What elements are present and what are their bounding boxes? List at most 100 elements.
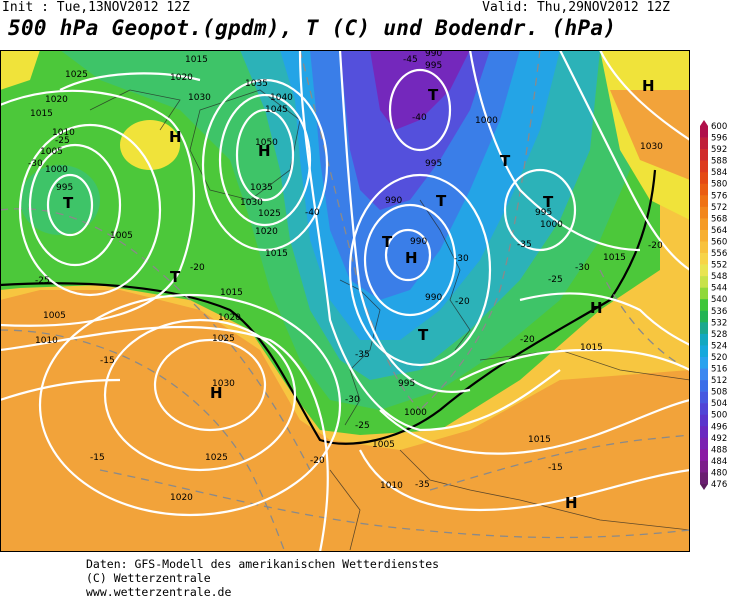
scale-swatch [700, 287, 708, 300]
scale-arrow-top [700, 120, 708, 126]
scale-swatch [700, 437, 708, 450]
svg-text:995: 995 [425, 159, 442, 169]
footer-credits: Daten: GFS-Modell des amerikanischen Wet… [86, 557, 439, 599]
scale-swatch [700, 206, 708, 219]
svg-text:1025: 1025 [258, 209, 281, 219]
scale-swatch [700, 322, 708, 335]
svg-text:1035: 1035 [245, 79, 268, 89]
svg-text:-15: -15 [90, 453, 105, 463]
svg-text:-25: -25 [548, 275, 563, 285]
scale-label: 484 [711, 457, 727, 467]
svg-text:1005: 1005 [110, 231, 133, 241]
scale-label: 592 [711, 145, 727, 155]
svg-text:990: 990 [425, 293, 442, 303]
scale-swatch [700, 218, 708, 231]
svg-text:990: 990 [385, 196, 402, 206]
scale-label: 596 [711, 134, 727, 144]
scale-label: 512 [711, 376, 727, 386]
svg-text:990: 990 [425, 50, 442, 59]
scale-swatch [700, 183, 708, 196]
scale-swatch [700, 160, 708, 173]
svg-text:1020: 1020 [218, 313, 241, 323]
footer-data-source: Daten: GFS-Modell des amerikanischen Wet… [86, 557, 440, 571]
scale-swatch [700, 403, 708, 416]
valid-time-label: Valid: Thu,29NOV2012 12Z [482, 0, 670, 15]
scale-label: 600 [711, 122, 727, 132]
scale-label: 544 [711, 284, 727, 294]
scale-swatch [700, 195, 708, 208]
scale-swatch [700, 299, 708, 312]
svg-text:1020: 1020 [170, 493, 193, 503]
scale-label: 552 [711, 261, 727, 271]
svg-text:-45: -45 [403, 55, 418, 65]
svg-text:1020: 1020 [45, 95, 68, 105]
svg-text:1015: 1015 [528, 435, 551, 445]
svg-text:T: T [500, 152, 511, 170]
svg-text:1015: 1015 [580, 343, 603, 353]
svg-text:-20: -20 [648, 241, 663, 251]
footer-copyright: (C) Wetterzentrale [86, 571, 211, 585]
scale-label: 568 [711, 214, 727, 224]
scale-swatch [700, 391, 708, 404]
svg-text:1015: 1015 [265, 249, 288, 259]
svg-text:1020: 1020 [255, 227, 278, 237]
scale-label: 508 [711, 388, 727, 398]
scale-swatch [700, 149, 708, 161]
scale-label: 480 [711, 468, 727, 478]
svg-text:1035: 1035 [250, 183, 273, 193]
svg-text:1015: 1015 [30, 109, 53, 119]
svg-text:1015: 1015 [603, 253, 626, 263]
svg-text:1030: 1030 [240, 198, 263, 208]
svg-text:1015: 1015 [220, 288, 243, 298]
svg-text:-35: -35 [517, 240, 532, 250]
scale-swatch [700, 126, 708, 138]
scale-swatch [700, 449, 708, 462]
svg-text:-25: -25 [355, 421, 370, 431]
scale-label: 500 [711, 411, 727, 421]
svg-text:T: T [170, 268, 181, 286]
svg-text:1010: 1010 [52, 128, 75, 138]
svg-text:H: H [210, 384, 223, 402]
svg-text:1000: 1000 [404, 408, 427, 418]
svg-text:-25: -25 [55, 136, 70, 146]
svg-text:T: T [382, 233, 393, 251]
svg-text:H: H [590, 299, 603, 317]
scale-label: 548 [711, 272, 727, 282]
scale-label: 476 [711, 480, 727, 490]
svg-text:H: H [258, 142, 271, 160]
svg-text:-15: -15 [548, 463, 563, 473]
svg-text:1010: 1010 [380, 481, 403, 491]
scale-label: 564 [711, 226, 727, 236]
svg-text:1015: 1015 [185, 55, 208, 65]
scale-swatch [700, 264, 708, 277]
svg-text:-30: -30 [454, 254, 469, 264]
svg-text:H: H [565, 494, 578, 512]
scale-label: 504 [711, 399, 727, 409]
scale-swatch [700, 345, 708, 358]
svg-text:-30: -30 [345, 395, 360, 405]
svg-text:-25: -25 [35, 276, 50, 286]
svg-text:1005: 1005 [40, 147, 63, 157]
svg-text:H: H [169, 128, 182, 146]
scale-swatch [700, 137, 708, 150]
scale-swatch [700, 414, 708, 427]
svg-text:-15: -15 [100, 356, 115, 366]
svg-text:1025: 1025 [212, 334, 235, 344]
scale-label: 536 [711, 307, 727, 317]
svg-text:-35: -35 [355, 350, 370, 360]
scale-swatch [700, 472, 708, 485]
svg-text:1005: 1005 [372, 440, 395, 450]
scale-swatch [700, 276, 708, 288]
svg-text:995: 995 [398, 379, 415, 389]
scale-label: 580 [711, 180, 727, 190]
svg-text:1050: 1050 [255, 138, 278, 148]
footer-website: www.wetterzentrale.de [86, 585, 232, 599]
scale-swatch [700, 368, 708, 381]
scale-label: 492 [711, 434, 727, 444]
scale-swatch [700, 253, 708, 265]
svg-text:T: T [436, 192, 447, 210]
svg-text:-20: -20 [190, 263, 205, 273]
svg-text:1045: 1045 [265, 105, 288, 115]
svg-text:T: T [543, 193, 554, 211]
scale-swatch [700, 380, 708, 392]
